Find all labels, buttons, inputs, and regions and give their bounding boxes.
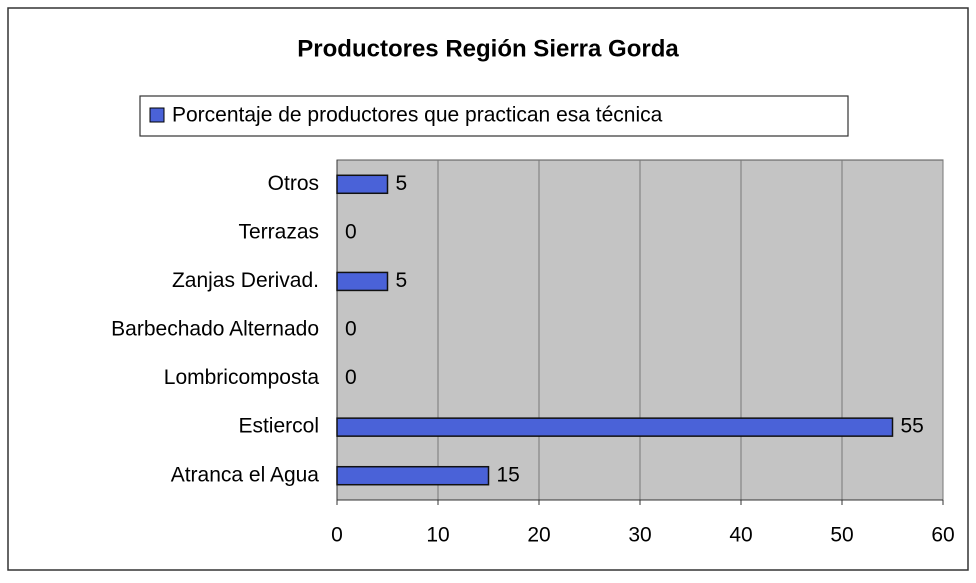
x-tick-label: 0 [331,524,343,547]
y-tick-label: Zanjas Derivad. [172,269,319,292]
data-label: 0 [345,220,357,243]
legend-label: Porcentaje de productores que practican … [172,104,663,127]
y-tick-label: Otros [268,172,319,195]
chart-title: Productores Región Sierra Gorda [297,35,679,62]
data-label: 0 [345,366,357,389]
data-label: 55 [901,415,924,438]
x-tick-label: 60 [931,524,954,547]
data-label: 0 [345,318,357,341]
bar [336,271,389,292]
x-tick-label: 20 [527,524,550,547]
x-tick-label: 50 [830,524,853,547]
y-tick-label: Terrazas [238,220,319,243]
data-label: 5 [396,172,408,195]
y-tick-label: Estiercol [238,415,319,438]
x-tick-label: 10 [426,524,449,547]
data-label: 5 [396,269,408,292]
y-tick-label: Lombricomposta [164,366,320,389]
data-label: 15 [497,463,520,486]
legend-swatch [149,107,165,123]
bar [336,417,894,437]
legend-box [139,95,849,137]
y-tick-label: Barbechado Alternado [111,318,319,341]
x-tick-label: 40 [729,524,752,547]
x-tick-label: 30 [628,524,651,547]
y-tick-label: Atranca el Agua [171,463,320,486]
bar [336,174,389,195]
bar [336,465,490,486]
